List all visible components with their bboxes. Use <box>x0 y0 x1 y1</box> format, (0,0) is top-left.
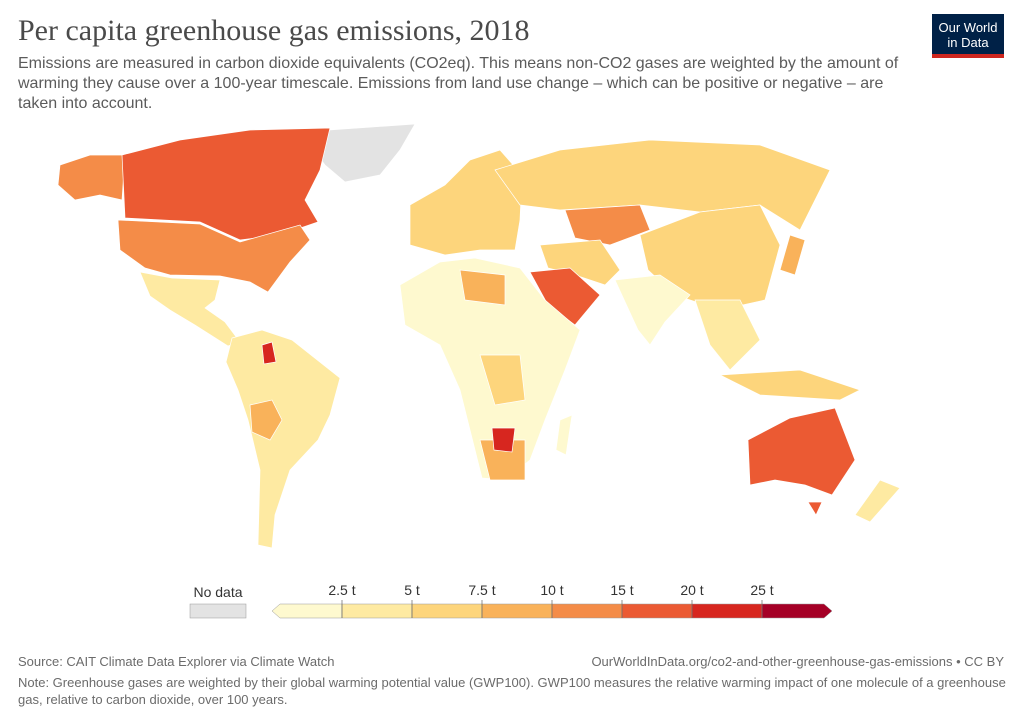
legend-bin <box>761 603 833 619</box>
botswana <box>491 427 516 453</box>
no-data-swatch <box>189 603 247 619</box>
title: Per capita greenhouse gas emissions, 201… <box>18 14 530 47</box>
alaska <box>57 154 126 201</box>
legend-bin <box>551 603 623 619</box>
legend: No data 2.5 t 5 t 7.5 t 10 t 15 t 20 t 25 t <box>189 582 833 619</box>
legend-tick-label: 10 t <box>540 582 563 598</box>
note: Note: Greenhouse gases are weighted by t… <box>18 675 1006 707</box>
new-zealand <box>854 479 901 523</box>
tasmania <box>807 501 823 516</box>
url[interactable]: OurWorldInData.org/co2-and-other-greenho… <box>591 654 1004 669</box>
logo-line: in Data <box>947 35 989 50</box>
world-map: No data 2.5 t 5 t 7.5 t 10 t 15 t 20 t 25 t <box>57 123 901 619</box>
mexico <box>139 271 241 347</box>
legend-tick-label: 5 t <box>404 582 420 598</box>
legend-tick-label: 7.5 t <box>468 582 495 598</box>
usa <box>117 219 311 293</box>
legend-bin <box>621 603 693 619</box>
australia <box>747 407 856 496</box>
legend-tick-label: 15 t <box>610 582 633 598</box>
legend-tick-label: 20 t <box>680 582 703 598</box>
north-africa <box>459 269 506 306</box>
canada <box>121 127 331 241</box>
japan <box>779 234 806 276</box>
legend-bin <box>341 603 413 619</box>
legend-tick-label: 2.5 t <box>328 582 355 598</box>
central-africa <box>479 354 526 406</box>
kazakhstan <box>564 204 651 246</box>
south-america <box>225 329 341 549</box>
india <box>614 274 691 346</box>
bolivia <box>249 399 283 441</box>
guyana <box>261 341 277 365</box>
greenland <box>299 123 416 183</box>
no-data-label: No data <box>193 584 242 600</box>
logo[interactable]: Our World in Data <box>932 14 1004 58</box>
middle-east <box>539 239 621 286</box>
subtitle: Emissions are measured in carbon dioxide… <box>18 55 899 112</box>
madagascar <box>555 414 573 456</box>
indonesia <box>718 369 861 401</box>
russia <box>494 139 831 231</box>
europe <box>409 149 523 256</box>
legend-bin <box>481 603 553 619</box>
logo-line: Our World <box>938 20 998 35</box>
legend-bin <box>411 603 483 619</box>
legend-bin <box>271 603 343 619</box>
legend-tick-label: 25 t <box>750 582 773 598</box>
source: Source: CAIT Climate Data Explorer via C… <box>18 654 335 669</box>
legend-bin <box>691 603 763 619</box>
southeast-asia <box>694 299 761 371</box>
